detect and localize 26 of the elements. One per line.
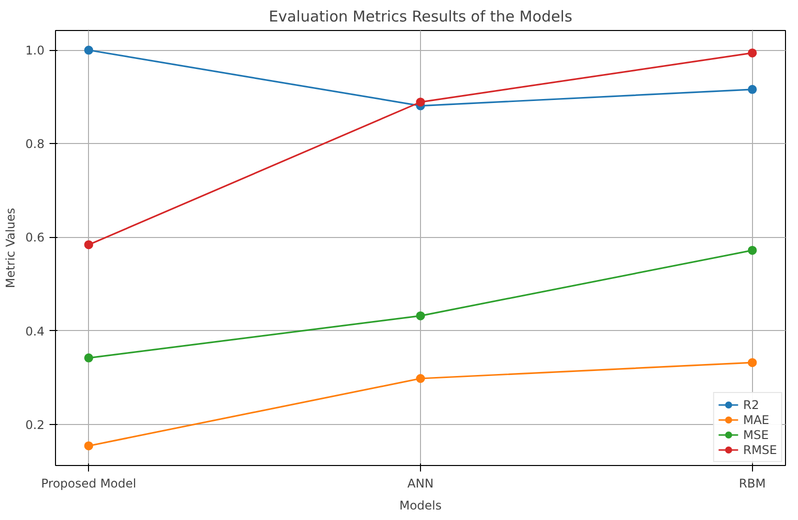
point	[84, 46, 94, 55]
point	[84, 441, 94, 450]
y-tick-label: 0.8	[25, 137, 45, 152]
point	[416, 374, 425, 383]
y-tick-label: 0.6	[25, 230, 45, 245]
point	[748, 246, 757, 255]
point	[84, 353, 94, 362]
point	[416, 311, 425, 320]
point	[748, 84, 757, 94]
y-tick-label: 0.4	[25, 324, 45, 338]
y-tick-label: 1.0	[25, 44, 45, 58]
legend-label: R2	[743, 397, 760, 412]
chart-title: Evaluation Metrics Results of the Models	[268, 8, 572, 26]
point	[748, 48, 757, 58]
x-tick-label: Proposed Model	[41, 476, 136, 490]
point	[416, 98, 425, 107]
point	[84, 240, 94, 250]
point	[748, 358, 757, 368]
legend-label: MAE	[743, 412, 770, 427]
legend-label: MSE	[743, 427, 769, 442]
y-tick-label: 0.2	[25, 418, 45, 432]
x-tick-label: ANN	[407, 476, 434, 490]
legend-label: RMSE	[743, 442, 777, 457]
x-tick-label: RBM	[738, 476, 766, 490]
y-axis-title: Metric Values	[3, 208, 18, 288]
x-axis-title: Models	[399, 498, 442, 512]
